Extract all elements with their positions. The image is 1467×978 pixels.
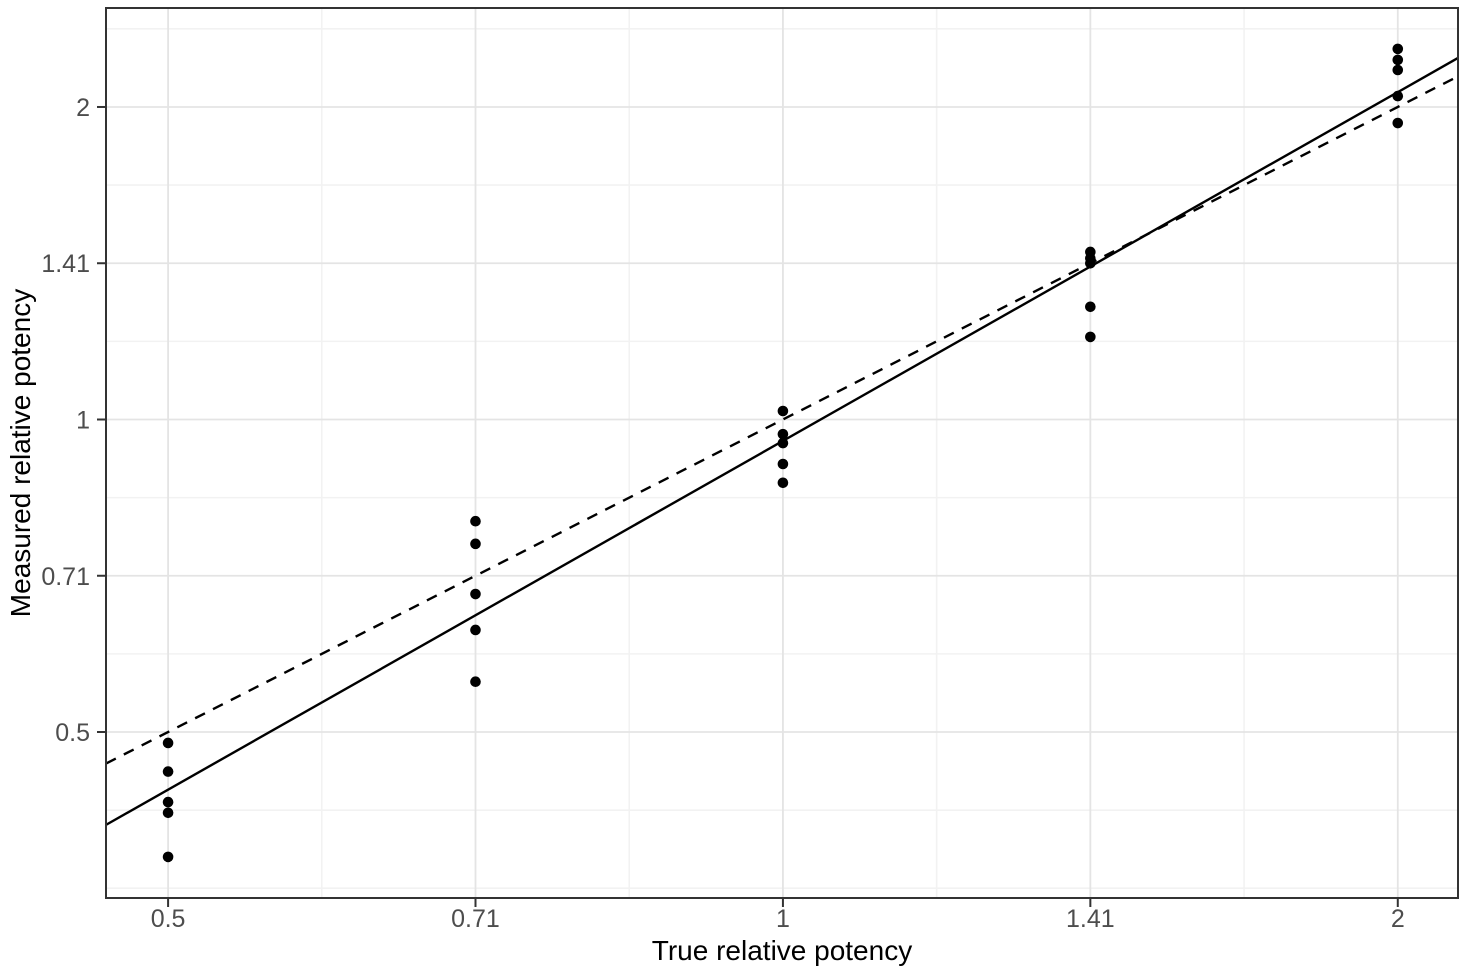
data-points	[162, 43, 1404, 863]
y-axis-title: Measured relative potency	[5, 289, 36, 617]
data-point	[1392, 54, 1404, 66]
grid-major-lines	[106, 8, 1458, 898]
x-axis-tick-labels: 0.5 0.71 1 1.41 2	[151, 905, 1405, 933]
data-point	[777, 477, 789, 489]
x-tick-label: 1	[776, 905, 790, 933]
data-point	[470, 676, 481, 688]
y-tick-label: 2	[76, 94, 90, 122]
data-point	[162, 807, 174, 819]
data-point	[1392, 64, 1404, 76]
x-tick-label: 1.41	[1066, 905, 1115, 933]
grid-minor-lines	[106, 8, 1458, 898]
data-point	[777, 405, 789, 417]
data-point	[777, 428, 789, 440]
x-tick-label: 0.5	[151, 905, 186, 933]
y-tick-label: 0.5	[55, 719, 90, 747]
y-tick-label: 1	[76, 406, 90, 434]
data-point	[1085, 331, 1096, 343]
data-point	[470, 538, 481, 550]
data-point	[162, 851, 174, 863]
y-tick-label: 0.71	[41, 563, 90, 591]
x-tick-label: 2	[1391, 905, 1405, 933]
data-point	[162, 796, 174, 808]
panel-border	[105, 7, 1459, 899]
data-point	[470, 588, 481, 600]
data-point	[1392, 117, 1404, 129]
data-point	[777, 458, 789, 470]
data-point	[1085, 301, 1096, 313]
identity-line	[105, 75, 1459, 765]
data-point	[1085, 258, 1096, 269]
data-point	[162, 766, 174, 777]
data-point	[1392, 90, 1404, 102]
y-tick-label: 1.41	[41, 250, 90, 278]
x-axis-ticks	[167, 899, 1399, 907]
y-axis-tick-labels: 0.5 0.71 1 1.41 2	[41, 94, 90, 747]
y-axis-ticks	[97, 105, 105, 734]
data-point	[470, 515, 481, 527]
data-point	[1392, 43, 1404, 55]
x-tick-label: 0.71	[451, 905, 500, 933]
x-axis-title: True relative potency	[652, 935, 912, 966]
data-point	[162, 737, 174, 749]
data-point	[777, 437, 789, 449]
data-point	[470, 624, 481, 636]
